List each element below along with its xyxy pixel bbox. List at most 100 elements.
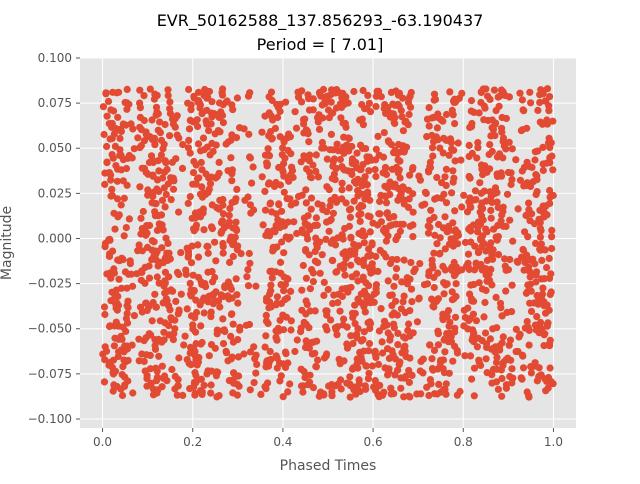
data-point bbox=[194, 122, 202, 131]
data-point bbox=[517, 374, 525, 382]
data-point bbox=[228, 310, 236, 318]
data-point bbox=[232, 218, 240, 226]
data-point bbox=[439, 365, 447, 373]
data-point bbox=[526, 88, 534, 96]
data-point bbox=[204, 188, 212, 197]
data-point bbox=[267, 303, 275, 311]
data-point bbox=[122, 164, 131, 173]
data-point bbox=[405, 320, 413, 328]
data-point bbox=[425, 391, 433, 400]
data-point bbox=[211, 344, 219, 352]
data-point bbox=[394, 232, 402, 240]
data-point bbox=[136, 123, 144, 131]
data-point bbox=[327, 130, 335, 138]
data-point bbox=[415, 294, 423, 302]
data-point bbox=[527, 99, 535, 107]
data-point bbox=[386, 291, 394, 299]
data-point bbox=[430, 96, 438, 104]
data-point bbox=[173, 112, 181, 120]
data-point bbox=[169, 185, 178, 193]
data-point bbox=[293, 336, 301, 344]
data-point bbox=[118, 335, 126, 343]
data-point bbox=[346, 373, 354, 381]
data-point bbox=[482, 225, 490, 233]
data-point bbox=[393, 311, 401, 319]
data-point bbox=[127, 120, 135, 128]
data-point bbox=[136, 104, 144, 112]
data-point bbox=[372, 145, 380, 153]
data-point bbox=[276, 316, 284, 324]
data-point bbox=[496, 92, 504, 100]
data-point bbox=[314, 259, 322, 267]
data-point bbox=[195, 354, 203, 362]
data-point bbox=[498, 392, 506, 400]
data-point bbox=[433, 240, 441, 248]
data-point bbox=[327, 98, 335, 106]
data-point bbox=[440, 336, 448, 344]
data-point bbox=[302, 247, 310, 255]
data-point bbox=[220, 292, 228, 301]
data-point bbox=[100, 378, 109, 386]
data-point bbox=[226, 282, 234, 290]
data-point bbox=[211, 238, 219, 246]
data-point bbox=[307, 194, 316, 202]
data-point bbox=[458, 266, 466, 274]
data-point bbox=[494, 385, 502, 393]
data-point bbox=[215, 99, 224, 107]
data-point bbox=[227, 136, 235, 144]
data-point bbox=[430, 273, 438, 281]
data-point bbox=[314, 173, 322, 181]
data-point bbox=[427, 206, 435, 214]
data-point bbox=[451, 328, 459, 336]
data-point bbox=[235, 382, 243, 390]
data-point bbox=[120, 356, 128, 364]
data-points bbox=[99, 85, 557, 401]
data-point bbox=[303, 300, 311, 308]
data-point bbox=[266, 200, 274, 208]
data-point bbox=[339, 321, 347, 329]
data-point bbox=[136, 113, 144, 121]
data-point bbox=[244, 266, 252, 274]
data-point bbox=[379, 349, 387, 357]
data-point bbox=[152, 250, 160, 258]
data-point bbox=[417, 390, 425, 398]
data-point bbox=[349, 364, 357, 372]
data-point bbox=[236, 323, 244, 331]
data-point bbox=[381, 229, 389, 237]
data-point bbox=[539, 284, 547, 292]
data-point bbox=[167, 314, 175, 322]
data-point bbox=[122, 314, 130, 323]
data-point bbox=[489, 365, 497, 373]
data-point bbox=[322, 307, 330, 315]
data-point bbox=[213, 172, 221, 180]
data-point bbox=[306, 151, 314, 159]
data-point bbox=[278, 165, 286, 174]
data-point bbox=[117, 127, 125, 136]
data-point bbox=[336, 360, 344, 368]
data-point bbox=[536, 98, 544, 107]
data-point bbox=[386, 336, 394, 344]
data-point bbox=[172, 297, 180, 305]
data-point bbox=[328, 174, 336, 182]
data-point bbox=[370, 298, 378, 306]
data-point bbox=[531, 156, 539, 164]
data-point bbox=[461, 313, 469, 322]
data-point bbox=[245, 249, 253, 258]
data-point bbox=[350, 87, 358, 96]
data-point bbox=[408, 165, 417, 173]
data-point bbox=[185, 125, 194, 133]
data-point bbox=[424, 229, 433, 237]
data-point bbox=[165, 249, 173, 257]
data-point bbox=[409, 233, 417, 241]
data-point bbox=[409, 208, 417, 216]
data-point bbox=[105, 252, 114, 260]
data-point bbox=[187, 259, 196, 267]
data-point bbox=[148, 136, 157, 144]
data-point bbox=[442, 110, 451, 119]
y-tick-label: 0.100 bbox=[38, 51, 72, 65]
data-point bbox=[470, 266, 479, 274]
data-point bbox=[258, 128, 266, 136]
data-point bbox=[200, 294, 208, 302]
data-point bbox=[363, 104, 371, 113]
data-point bbox=[115, 275, 123, 283]
